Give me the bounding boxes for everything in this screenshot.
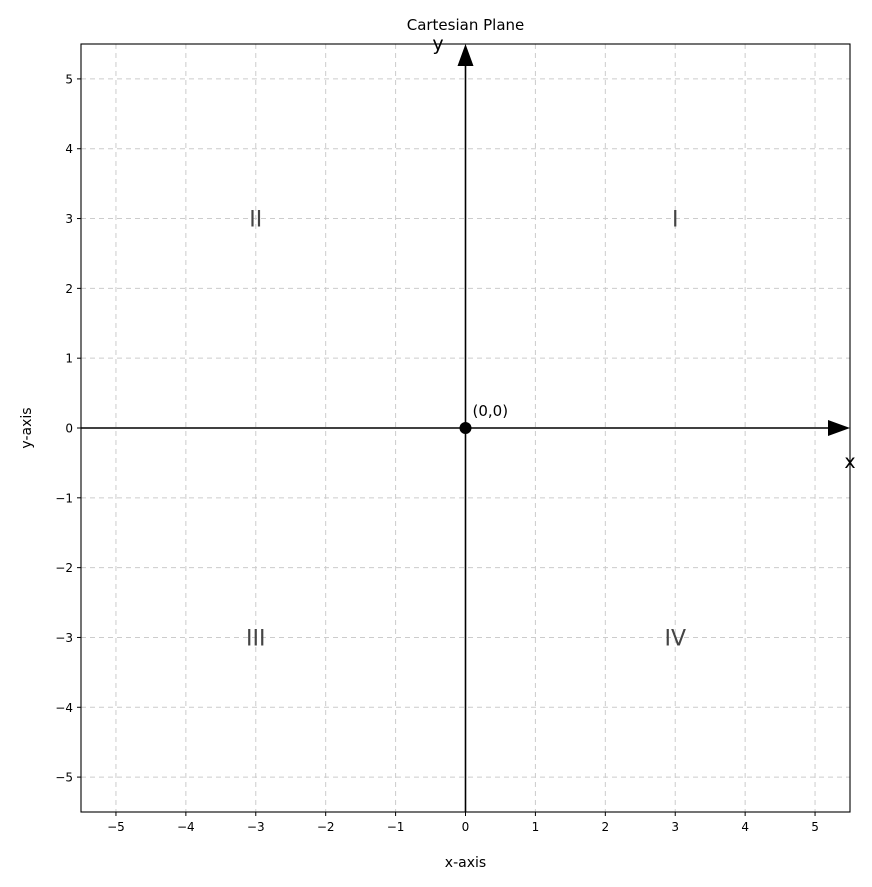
x-tick-label: −2	[317, 820, 335, 834]
x-tick-label: 5	[811, 820, 819, 834]
quadrant-label-II: II	[249, 208, 262, 233]
quadrant-label-IV: IV	[664, 626, 686, 651]
y-tick-label: −3	[55, 631, 73, 645]
origin-point-label: (0,0)	[473, 402, 509, 420]
x-tick-label: −1	[387, 820, 405, 834]
quadrant-label-I: I	[672, 208, 679, 233]
x-tick-label: −5	[107, 820, 125, 834]
y-tick-label: 0	[65, 422, 73, 436]
y-tick-label: −4	[55, 701, 73, 715]
x-axis-arrowhead	[828, 420, 850, 436]
y-tick-label: 5	[65, 72, 73, 86]
chart-title: Cartesian Plane	[407, 16, 525, 34]
y-tick-label: −1	[55, 491, 73, 505]
x-tick-label: −4	[177, 820, 195, 834]
y-axis-arrowhead	[457, 44, 474, 66]
x-tick-label: 0	[462, 820, 470, 834]
y-arrow-label: y	[432, 33, 443, 55]
y-tick-label: 3	[65, 212, 73, 226]
axis-arrows	[81, 44, 850, 812]
y-tick-label: 2	[65, 282, 73, 296]
data-points: (0,0)	[459, 402, 509, 434]
x-tick-label: −3	[247, 820, 265, 834]
y-tick-label: −5	[55, 771, 73, 785]
ticks: −5 −4 −3 −2 −1 0 1 2 3 4 5 −5 −4 −3 −2 −1 0 1 2 3 4 5	[55, 72, 819, 834]
origin-point	[459, 422, 472, 434]
x-tick-label: 2	[601, 820, 609, 834]
y-tick-label: −2	[55, 561, 73, 575]
quadrant-label-III: III	[246, 626, 265, 651]
y-tick-label: 1	[65, 352, 73, 366]
x-arrow-label: x	[844, 451, 855, 473]
x-tick-label: 4	[741, 820, 749, 834]
y-tick-label: 4	[65, 142, 73, 156]
x-tick-label: 3	[671, 820, 679, 834]
y-axis-title: y-axis	[19, 407, 35, 448]
x-axis-title: x-axis	[445, 855, 486, 871]
x-tick-label: 1	[532, 820, 540, 834]
